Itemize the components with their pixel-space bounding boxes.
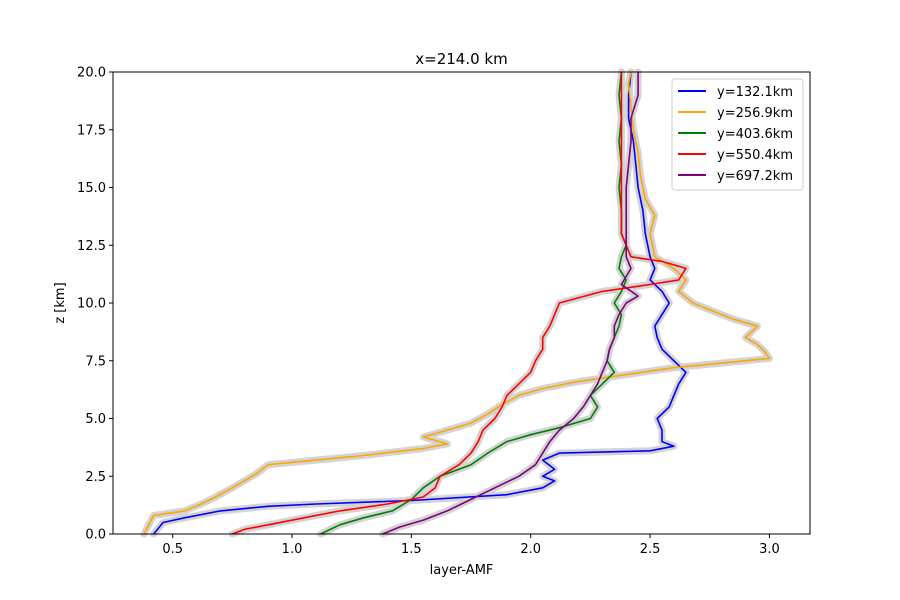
- series-line-5: [382, 72, 639, 535]
- y-tick-label: 2.5: [85, 470, 106, 485]
- series-line-2: [143, 71, 771, 535]
- y-tick-label: 15.0: [77, 181, 106, 196]
- x-axis: 0.5 1.0 1.5 2.0 2.5 3.0: [162, 534, 780, 557]
- legend-label: y=697.2km: [717, 169, 793, 184]
- y-tick-label: 10.0: [77, 297, 106, 312]
- legend-label: y=403.6km: [717, 127, 793, 142]
- series-lines: [143, 71, 771, 535]
- y-axis-label: z [km]: [53, 282, 68, 323]
- y-tick-label: 12.5: [77, 239, 106, 254]
- x-tick-label: 1.5: [401, 542, 422, 557]
- y-tick-label: 17.5: [77, 123, 106, 138]
- y-tick-label: 5.0: [85, 412, 106, 427]
- y-tick-label: 7.5: [85, 354, 106, 369]
- x-tick-label: 2.0: [520, 542, 541, 557]
- series-line-1: [152, 71, 687, 535]
- y-tick-label: 0.0: [85, 528, 106, 543]
- legend-box: [671, 78, 804, 191]
- chart-title: x=214.0 km: [415, 50, 507, 68]
- x-axis-label: layer-AMF: [430, 563, 494, 578]
- uncertainty-band: [150, 68, 690, 538]
- uncertainty-band: [379, 68, 642, 538]
- uncertainty-band: [317, 68, 630, 538]
- x-tick-label: 2.5: [640, 542, 661, 557]
- x-tick-label: 1.0: [282, 542, 303, 557]
- legend-label: y=132.1km: [717, 85, 793, 100]
- y-tick-label: 20.0: [77, 66, 106, 81]
- y-axis: 0.0 2.5 5.0 7.5 10.0 12.5 15.0 17.5 20.0: [77, 66, 113, 543]
- x-tick-label: 0.5: [162, 542, 183, 557]
- series-line-4: [232, 72, 687, 535]
- legend: y=132.1km y=256.9km y=403.6km y=550.4km y=69…: [671, 78, 804, 191]
- legend-label: y=550.4km: [717, 148, 793, 163]
- legend-label: y=256.9km: [717, 106, 793, 121]
- x-tick-label: 3.0: [759, 542, 780, 557]
